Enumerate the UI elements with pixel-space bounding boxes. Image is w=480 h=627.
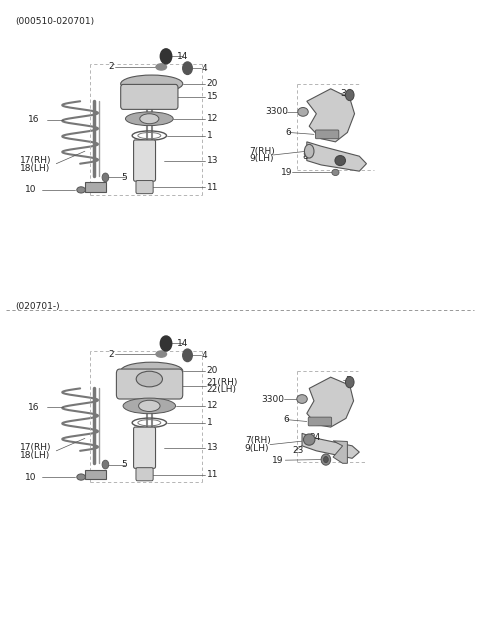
Text: 22(LH): 22(LH)	[206, 385, 237, 394]
Text: 3: 3	[340, 88, 346, 98]
Ellipse shape	[139, 400, 160, 411]
Ellipse shape	[298, 107, 308, 116]
Text: 20: 20	[206, 366, 218, 376]
Text: 23: 23	[292, 446, 304, 455]
Circle shape	[160, 49, 172, 64]
Text: 24: 24	[309, 433, 321, 441]
Circle shape	[102, 460, 109, 469]
Text: (000510-020701): (000510-020701)	[16, 17, 95, 26]
Text: 1: 1	[206, 418, 212, 427]
Ellipse shape	[324, 456, 328, 463]
FancyBboxPatch shape	[116, 369, 183, 399]
Ellipse shape	[304, 144, 314, 158]
Text: 18(LH): 18(LH)	[20, 451, 50, 460]
Polygon shape	[307, 377, 354, 427]
Ellipse shape	[136, 371, 162, 387]
Text: 19: 19	[281, 168, 292, 177]
Text: 7(RH): 7(RH)	[245, 436, 271, 445]
Ellipse shape	[140, 113, 159, 124]
Ellipse shape	[332, 169, 339, 176]
Text: 3300: 3300	[262, 394, 285, 404]
Circle shape	[346, 90, 354, 101]
Ellipse shape	[123, 398, 176, 414]
Text: 12: 12	[206, 114, 218, 124]
Circle shape	[346, 377, 354, 387]
Ellipse shape	[120, 75, 183, 93]
Text: 13: 13	[206, 443, 218, 452]
FancyBboxPatch shape	[315, 130, 339, 139]
Circle shape	[183, 62, 192, 75]
Text: 11: 11	[206, 183, 218, 192]
Polygon shape	[307, 142, 366, 171]
Text: 21(RH): 21(RH)	[206, 377, 238, 387]
Text: 11: 11	[206, 470, 218, 479]
Ellipse shape	[335, 155, 346, 166]
Ellipse shape	[77, 187, 85, 193]
Text: 9(LH): 9(LH)	[245, 444, 269, 453]
FancyBboxPatch shape	[308, 417, 332, 426]
Text: 6: 6	[283, 415, 288, 424]
Ellipse shape	[303, 434, 315, 445]
Ellipse shape	[125, 112, 173, 125]
FancyBboxPatch shape	[133, 140, 156, 181]
Text: 15: 15	[206, 92, 218, 102]
Polygon shape	[307, 89, 355, 142]
Polygon shape	[302, 433, 360, 458]
Polygon shape	[85, 470, 107, 479]
Text: 5: 5	[121, 173, 127, 182]
Text: 2: 2	[109, 350, 114, 359]
Ellipse shape	[120, 362, 183, 380]
Text: 17(RH): 17(RH)	[20, 443, 51, 452]
Circle shape	[183, 349, 192, 362]
FancyBboxPatch shape	[136, 468, 153, 481]
Text: 14: 14	[177, 339, 188, 348]
Ellipse shape	[77, 474, 85, 480]
Text: 17(RH): 17(RH)	[20, 156, 51, 165]
Text: 5: 5	[121, 460, 127, 469]
Circle shape	[160, 336, 172, 351]
Text: 7(RH): 7(RH)	[250, 147, 276, 155]
FancyBboxPatch shape	[120, 85, 178, 109]
Polygon shape	[85, 182, 107, 192]
Text: 14: 14	[177, 52, 188, 61]
Text: 6: 6	[285, 128, 291, 137]
Text: 18(LH): 18(LH)	[20, 164, 50, 172]
Text: 12: 12	[206, 401, 218, 411]
Text: 4: 4	[202, 351, 207, 360]
Text: 4: 4	[202, 64, 207, 73]
Text: 13: 13	[206, 156, 218, 165]
Text: 1: 1	[206, 131, 212, 140]
Text: 20: 20	[206, 79, 218, 88]
Ellipse shape	[156, 64, 167, 70]
FancyBboxPatch shape	[133, 427, 156, 468]
FancyBboxPatch shape	[136, 181, 153, 194]
Text: 3300: 3300	[265, 107, 288, 117]
Text: 9(LH): 9(LH)	[250, 154, 274, 163]
Circle shape	[102, 173, 109, 182]
Text: 10: 10	[25, 473, 37, 482]
Text: 8: 8	[302, 152, 308, 161]
Text: 16: 16	[28, 403, 39, 412]
Text: 10: 10	[25, 186, 37, 194]
Text: 3: 3	[345, 376, 351, 385]
Text: 16: 16	[28, 115, 39, 125]
Ellipse shape	[297, 394, 307, 403]
Ellipse shape	[321, 454, 331, 465]
Ellipse shape	[156, 351, 167, 357]
Polygon shape	[333, 441, 348, 463]
Text: (020701-): (020701-)	[16, 302, 60, 311]
Text: 19: 19	[272, 456, 284, 465]
Text: 2: 2	[109, 63, 114, 71]
